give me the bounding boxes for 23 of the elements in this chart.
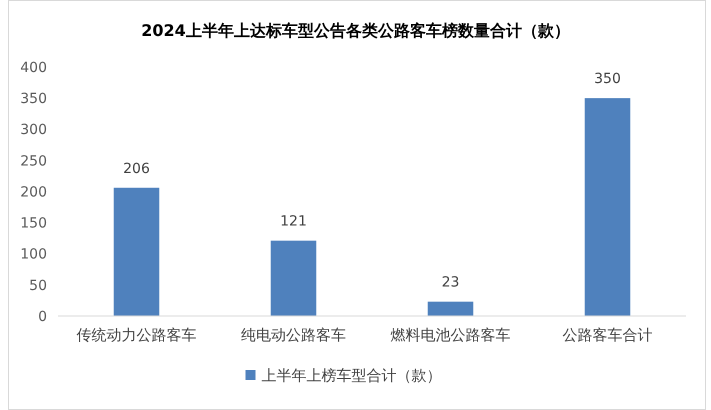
data-label: 23 — [442, 274, 460, 291]
data-label: 206 — [123, 160, 150, 177]
y-tick-label: 100 — [20, 246, 47, 263]
y-tick-label: 300 — [20, 122, 47, 138]
data-label: 350 — [594, 71, 621, 88]
bar — [584, 98, 630, 316]
y-tick-label: 0 — [38, 308, 47, 325]
y-tick-label: 50 — [29, 278, 47, 294]
y-tick-label: 400 — [20, 60, 47, 76]
x-tick-label: 公路客车合计 — [562, 326, 652, 344]
bar — [428, 302, 474, 316]
data-label: 121 — [280, 214, 307, 230]
bar — [114, 188, 160, 316]
y-tick-label: 150 — [20, 216, 47, 232]
y-tick-label: 350 — [20, 91, 47, 108]
legend-label: 上半年上榜车型合计（款） — [262, 366, 442, 384]
bar — [270, 240, 316, 316]
x-tick-label: 传统动力公路客车 — [76, 326, 196, 344]
y-tick-label: 200 — [20, 184, 47, 200]
x-tick-label: 纯电动公路客车 — [241, 326, 346, 344]
chart-title: 2024上半年上达标车型公告各类公路客车榜数量合计（款） — [141, 21, 570, 40]
y-tick-label: 250 — [20, 153, 47, 170]
x-tick-label: 燃料电池公路客车 — [390, 326, 510, 344]
